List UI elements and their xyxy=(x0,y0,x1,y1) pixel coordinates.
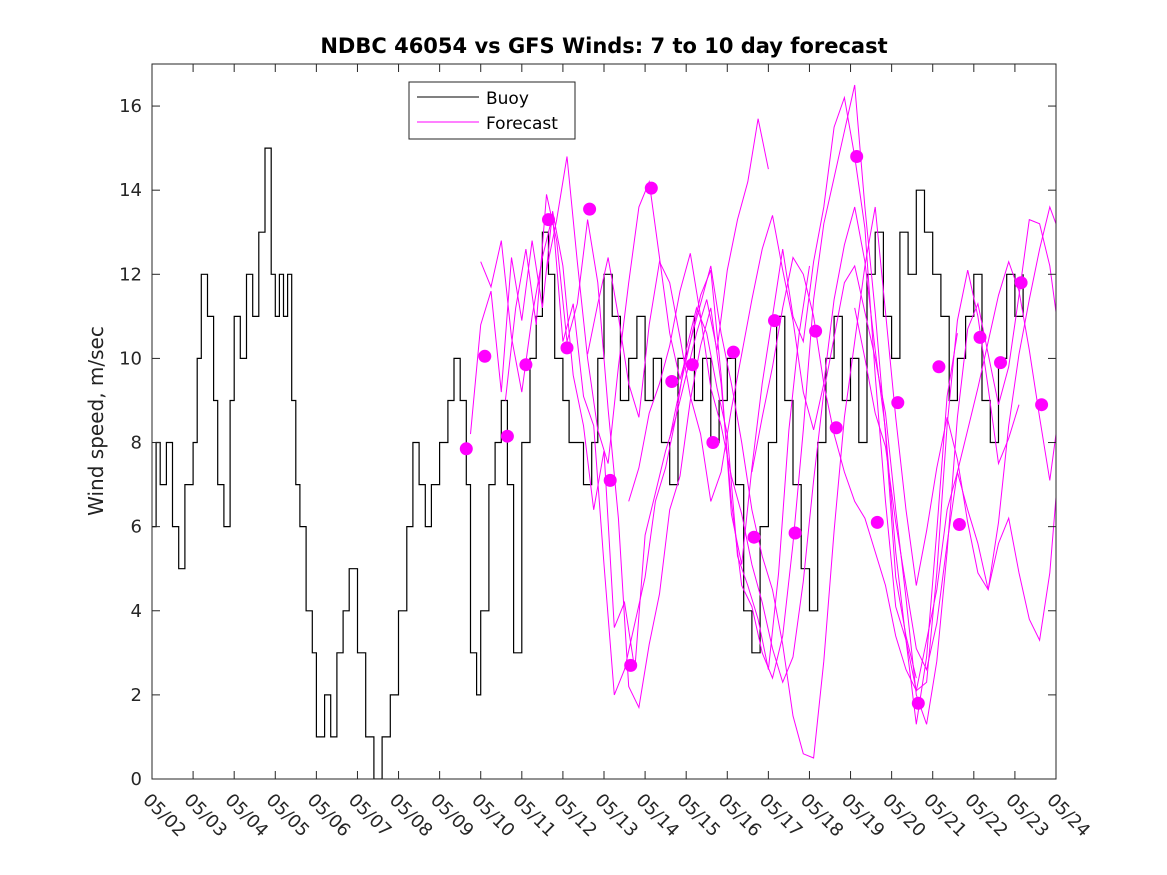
forecast-marker xyxy=(1014,276,1028,290)
forecast-marker xyxy=(478,349,492,363)
forecast-marker xyxy=(952,518,966,531)
series-line-forecast-run-1 xyxy=(470,118,769,670)
forecast-marker xyxy=(829,421,843,435)
forecast-marker xyxy=(624,658,638,672)
y-tick-label: 2 xyxy=(131,685,142,706)
forecast-marker xyxy=(706,436,720,449)
forecast-marker xyxy=(665,375,679,388)
series-line-forecast-run-8 xyxy=(751,256,1056,693)
forecast-marker xyxy=(644,181,658,195)
y-tick-label: 12 xyxy=(119,264,142,285)
y-tick-label: 14 xyxy=(119,180,142,201)
forecast-marker xyxy=(850,150,864,163)
series-line-forecast-run-6 xyxy=(628,218,1056,725)
forecast-marker xyxy=(747,530,761,544)
axes-frame xyxy=(151,63,1057,780)
y-axis-label: Wind speed, m/sec xyxy=(84,326,108,516)
forecast-marker xyxy=(726,345,740,359)
series-line-forecast-run-7 xyxy=(669,205,1056,759)
forecast-marker xyxy=(870,515,884,529)
series-line-forecast-run-4 xyxy=(546,95,958,725)
forecast-marker xyxy=(459,442,473,456)
forecast-marker xyxy=(809,324,823,338)
forecast-marker xyxy=(500,429,514,443)
forecast-marker xyxy=(911,696,925,710)
y-tick-label: 6 xyxy=(131,517,142,538)
legend-label-buoy: Buoy xyxy=(486,89,529,109)
series-line-forecast-run-5 xyxy=(587,206,1020,692)
forecast-marker xyxy=(519,358,533,372)
plot-area xyxy=(152,84,1056,779)
forecast-marker xyxy=(542,213,555,227)
forecast-marker xyxy=(973,330,987,344)
forecast-marker xyxy=(560,341,574,355)
y-tick-label: 16 xyxy=(119,96,142,117)
y-tick-label: 10 xyxy=(119,348,142,369)
forecast-marker xyxy=(891,396,905,410)
y-axis: 0 2 4 6 8 10 12 14 16 xyxy=(119,96,1056,790)
y-tick-label: 0 xyxy=(131,769,142,790)
legend: Buoy Forecast xyxy=(408,81,576,140)
series-line-forecast-run-2 xyxy=(480,215,810,696)
forecast-marker xyxy=(932,360,946,374)
series-line-buoy xyxy=(152,147,1024,779)
y-tick-label: 8 xyxy=(131,433,142,454)
legend-box xyxy=(408,81,576,140)
legend-label-forecast: Forecast xyxy=(486,114,558,134)
forecast-marker xyxy=(768,314,781,328)
series-line-forecast-run-9 xyxy=(854,260,1056,672)
chart-title: NDBC 46054 vs GFS Winds: 7 to 10 day for… xyxy=(320,34,887,58)
forecast-marker xyxy=(788,526,802,540)
forecast-marker xyxy=(994,356,1007,370)
forecast-marker xyxy=(603,473,617,487)
forecast-marker xyxy=(1035,398,1049,412)
forecast-marker xyxy=(583,202,597,216)
y-tick-label: 4 xyxy=(131,601,142,622)
forecast-marker xyxy=(685,358,699,372)
